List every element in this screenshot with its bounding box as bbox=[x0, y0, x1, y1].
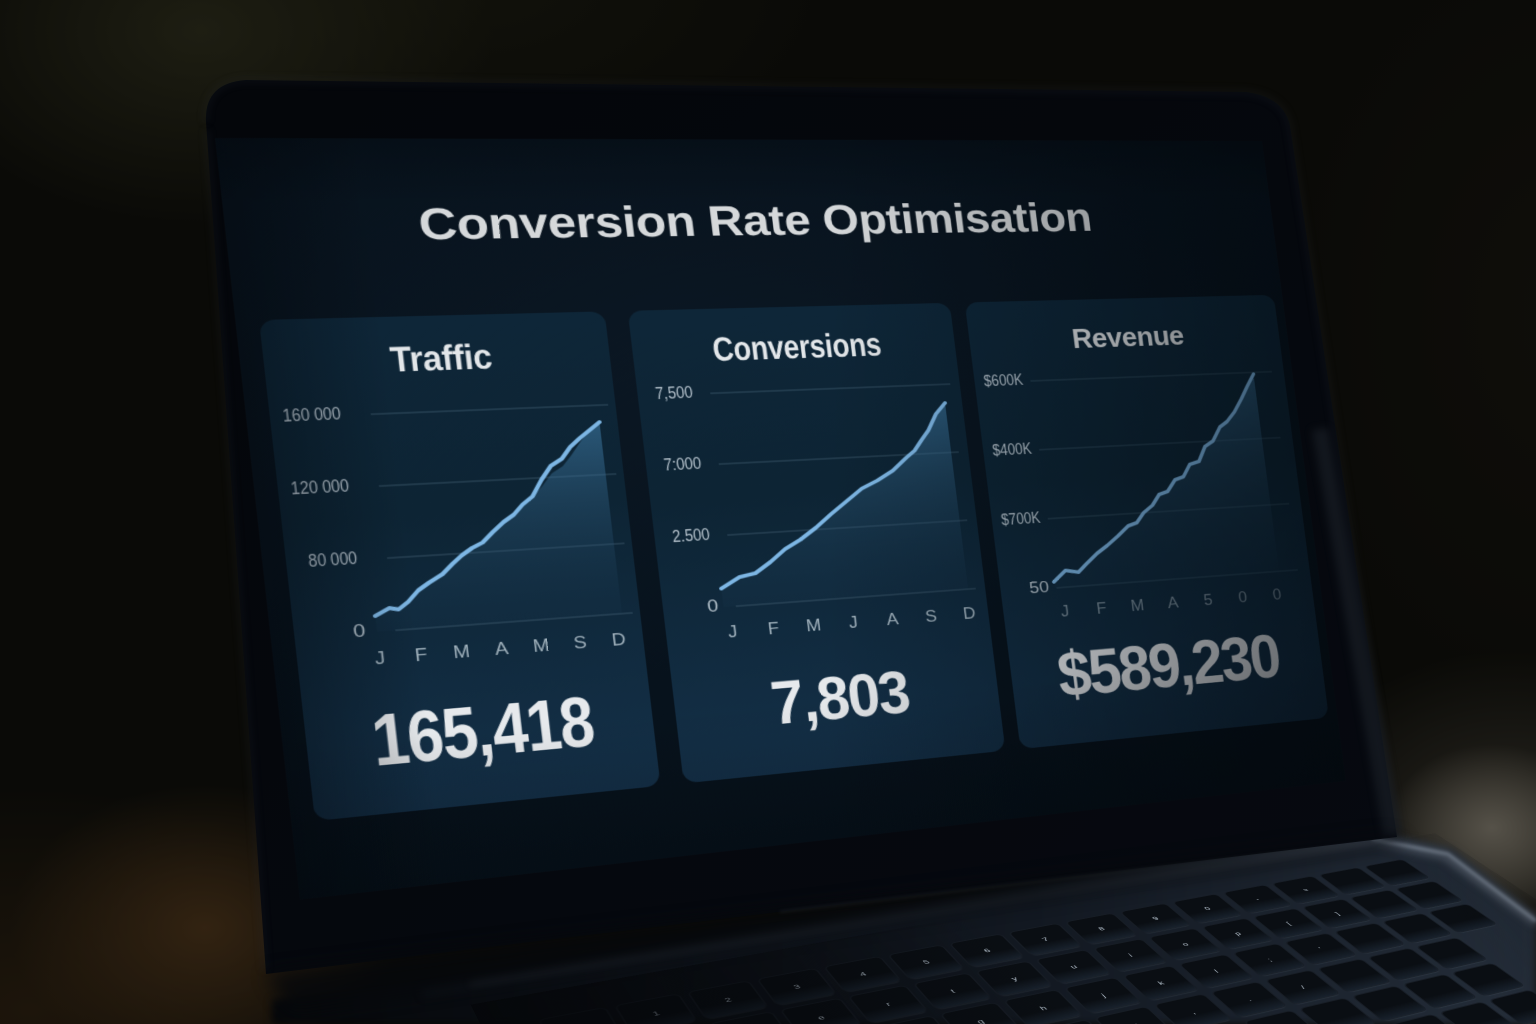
svg-text:120 000: 120 000 bbox=[290, 476, 350, 499]
svg-text:F: F bbox=[767, 619, 780, 638]
svg-text:J: J bbox=[374, 649, 387, 669]
svg-text:0: 0 bbox=[1272, 586, 1283, 603]
svg-text:0: 0 bbox=[706, 596, 719, 616]
svg-text:D: D bbox=[962, 604, 977, 623]
svg-text:M: M bbox=[452, 642, 471, 663]
svg-text:A: A bbox=[494, 639, 510, 659]
svg-text:$600K: $600K bbox=[983, 371, 1024, 391]
svg-text:F: F bbox=[414, 645, 429, 665]
svg-text:0: 0 bbox=[352, 620, 366, 641]
svg-text:M: M bbox=[1130, 597, 1146, 615]
svg-text:7,500: 7,500 bbox=[654, 383, 694, 404]
svg-text:F: F bbox=[1095, 600, 1107, 618]
svg-text:160 000: 160 000 bbox=[282, 404, 342, 427]
svg-text:80 000: 80 000 bbox=[307, 548, 358, 571]
svg-text:D: D bbox=[611, 630, 627, 650]
svg-text:J: J bbox=[727, 623, 738, 642]
svg-text:S: S bbox=[573, 633, 588, 653]
svg-text:A: A bbox=[886, 610, 900, 629]
svg-text:A: A bbox=[1167, 594, 1180, 612]
svg-text:2.500: 2.500 bbox=[671, 525, 711, 547]
svg-text:J: J bbox=[848, 613, 859, 632]
svg-text:$700K: $700K bbox=[1000, 509, 1041, 530]
svg-text:7:000: 7:000 bbox=[663, 454, 703, 475]
svg-text:S: S bbox=[924, 607, 938, 626]
svg-text:$400K: $400K bbox=[991, 439, 1032, 459]
svg-text:M: M bbox=[805, 616, 822, 635]
svg-text:5: 5 bbox=[1203, 592, 1214, 610]
svg-text:J: J bbox=[1060, 603, 1070, 621]
svg-text:50: 50 bbox=[1028, 578, 1050, 598]
svg-text:0: 0 bbox=[1237, 589, 1248, 607]
svg-text:M: M bbox=[532, 636, 551, 656]
